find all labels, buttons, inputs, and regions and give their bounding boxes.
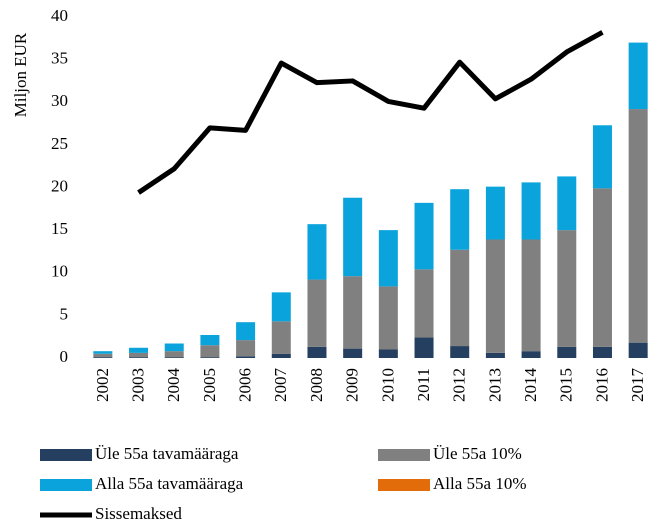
bar bbox=[485, 239, 505, 353]
legend-swatch bbox=[40, 479, 92, 491]
bar bbox=[93, 351, 113, 354]
bar bbox=[414, 337, 434, 358]
bar bbox=[200, 357, 220, 358]
bar bbox=[485, 352, 505, 358]
x-tick-label: 2013 bbox=[485, 368, 504, 402]
x-tick-label: 2006 bbox=[236, 368, 255, 402]
y-tick-label: 40 bbox=[51, 6, 68, 25]
bar bbox=[414, 202, 434, 270]
y-tick-label: 35 bbox=[51, 49, 68, 68]
y-tick-label: 10 bbox=[51, 262, 68, 281]
bar bbox=[628, 342, 648, 358]
legend-swatch bbox=[40, 449, 92, 461]
bar bbox=[129, 347, 149, 353]
bar bbox=[521, 239, 541, 352]
x-tick-label: 2007 bbox=[271, 368, 290, 403]
y-tick-label: 5 bbox=[60, 304, 69, 323]
bar bbox=[93, 357, 113, 358]
bar bbox=[200, 345, 220, 358]
bar bbox=[521, 351, 541, 358]
bar bbox=[592, 125, 612, 189]
bar bbox=[307, 224, 327, 280]
bar bbox=[271, 292, 291, 322]
bar bbox=[271, 353, 291, 358]
x-tick-label: 2016 bbox=[592, 368, 611, 402]
x-tick-label: 2005 bbox=[200, 368, 219, 402]
bar bbox=[93, 353, 113, 358]
legend-label: Üle 55a 10% bbox=[433, 444, 522, 463]
legend-swatch bbox=[378, 479, 430, 491]
bar bbox=[521, 182, 541, 240]
bar bbox=[343, 276, 363, 349]
x-tick-label: 2010 bbox=[378, 368, 397, 402]
bar bbox=[378, 230, 398, 287]
y-tick-label: 30 bbox=[51, 91, 68, 110]
bar bbox=[200, 334, 220, 346]
bar bbox=[592, 346, 612, 358]
bar bbox=[164, 351, 184, 358]
bar bbox=[450, 249, 470, 347]
x-tick-label: 2002 bbox=[93, 368, 112, 402]
x-tick-label: 2004 bbox=[164, 368, 183, 403]
x-tick-label: 2008 bbox=[307, 368, 326, 402]
legend-label: Alla 55a 10% bbox=[433, 474, 526, 493]
bar bbox=[307, 346, 327, 358]
legend-label: Üle 55a tavamääraga bbox=[95, 444, 239, 463]
bar bbox=[236, 322, 256, 341]
bar bbox=[450, 346, 470, 358]
bar bbox=[378, 286, 398, 350]
x-tick-label: 2014 bbox=[521, 368, 540, 403]
bar bbox=[557, 230, 577, 347]
legend-swatch bbox=[378, 449, 430, 461]
bar bbox=[450, 189, 470, 250]
bar bbox=[557, 346, 577, 358]
bar bbox=[414, 269, 434, 338]
y-tick-label: 20 bbox=[51, 176, 68, 195]
line bbox=[137, 30, 604, 195]
bar bbox=[378, 349, 398, 358]
bar bbox=[164, 343, 184, 352]
y-tick-label: 25 bbox=[51, 134, 68, 153]
bar bbox=[592, 188, 612, 347]
x-tick-label: 2009 bbox=[343, 368, 362, 402]
x-tick-label: 2015 bbox=[557, 368, 576, 402]
bar bbox=[557, 176, 577, 231]
legend-label: Alla 55a tavamääraga bbox=[95, 474, 244, 493]
legend-label: Sissemaksed bbox=[95, 504, 182, 523]
y-tick-label: 0 bbox=[60, 347, 69, 366]
bar bbox=[164, 357, 184, 358]
y-tick-label: 15 bbox=[51, 219, 68, 238]
bar bbox=[343, 197, 363, 277]
bar bbox=[271, 321, 291, 354]
bar bbox=[236, 356, 256, 358]
bar bbox=[628, 42, 648, 110]
x-tick-label: 2011 bbox=[414, 368, 433, 401]
y-axis-label: Miljon EUR bbox=[11, 32, 30, 117]
bar bbox=[236, 340, 256, 357]
bar bbox=[307, 279, 327, 347]
bar bbox=[628, 109, 648, 343]
x-tick-label: 2017 bbox=[628, 368, 647, 403]
bar bbox=[343, 348, 363, 358]
bar bbox=[485, 186, 505, 240]
x-tick-label: 2012 bbox=[450, 368, 469, 402]
bar bbox=[129, 352, 149, 358]
bar bbox=[129, 357, 149, 358]
x-tick-label: 2003 bbox=[128, 368, 147, 402]
